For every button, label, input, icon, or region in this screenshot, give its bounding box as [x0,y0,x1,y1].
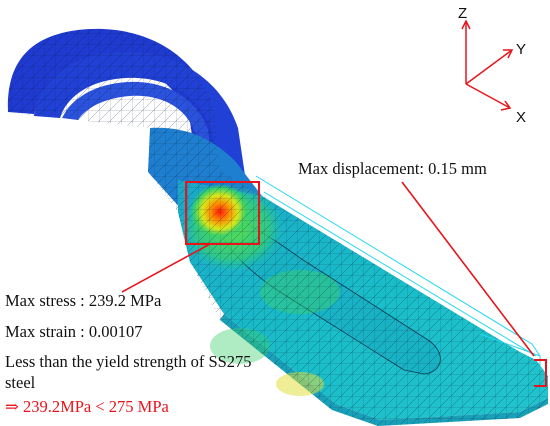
max-strain-label: Max strain : 0.00107 [5,322,143,341]
axis-y-label: Y [516,41,526,58]
axis-z-label: Z [458,5,467,22]
max-displacement-label: Max displacement: 0.15 mm [298,159,487,178]
displacement-leader-line [401,181,535,357]
displacement-bracket [534,359,547,387]
stress-leader-line [121,243,211,293]
mesh-body [7,28,548,426]
stress-comparison: ⇒ 239.2MPa < 275 MPa [5,397,170,416]
max-stress-box [185,181,260,245]
coordinate-triad [461,19,514,111]
undeformed-outline [255,175,541,370]
max-stress-label: Max stress : 239.2 MPa [5,291,162,310]
yield-strength-line1: Less than the yield strength of SS275 [5,352,252,371]
axis-x-label: X [516,109,526,126]
yield-strength-line2: steel [5,373,36,392]
